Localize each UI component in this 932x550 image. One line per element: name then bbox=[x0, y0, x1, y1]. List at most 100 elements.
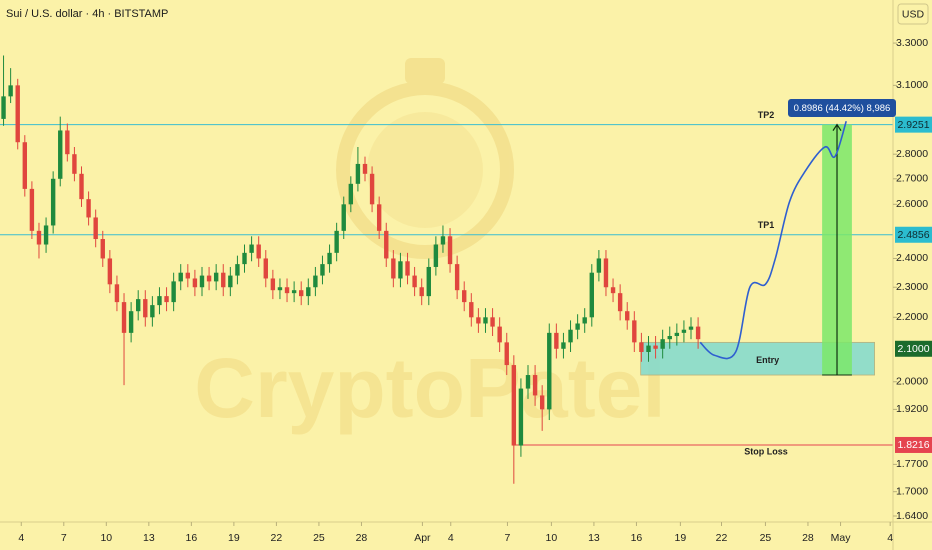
x-tick-label: 10 bbox=[100, 532, 112, 544]
candle-body bbox=[646, 345, 651, 353]
y-tick-label: 2.2000 bbox=[896, 311, 928, 323]
candle-body bbox=[610, 287, 616, 294]
candle-body bbox=[50, 178, 56, 226]
candle-body bbox=[688, 326, 694, 330]
candle-body bbox=[674, 332, 680, 337]
price-tag-label: 2.1000 bbox=[897, 343, 929, 355]
candle-body bbox=[695, 326, 701, 340]
y-tick-label: 1.6400 bbox=[896, 510, 928, 522]
candle-body bbox=[582, 317, 587, 324]
y-tick-label: 3.1000 bbox=[896, 79, 928, 91]
x-tick-label: 16 bbox=[631, 532, 643, 544]
level-name: TP1 bbox=[758, 220, 775, 230]
y-tick-label: 1.7000 bbox=[896, 485, 928, 497]
candle-body bbox=[36, 230, 42, 245]
candle-body bbox=[1, 96, 6, 119]
candle-body bbox=[213, 272, 219, 282]
candle-body bbox=[206, 275, 212, 282]
candle-body bbox=[454, 264, 460, 291]
x-tick-label: 4 bbox=[887, 532, 893, 544]
candle-body bbox=[8, 85, 13, 97]
candle-body bbox=[405, 261, 410, 276]
candle-body bbox=[313, 275, 318, 288]
x-tick-label: 19 bbox=[228, 532, 240, 544]
measure-label-box bbox=[788, 99, 896, 117]
candle-body bbox=[228, 275, 233, 288]
x-tick-label: 7 bbox=[505, 532, 511, 544]
candle-body bbox=[625, 311, 630, 321]
candle-body bbox=[561, 342, 566, 349]
candle-body bbox=[419, 287, 424, 297]
candle-body bbox=[376, 204, 382, 231]
candle-body bbox=[43, 225, 49, 245]
candle-body bbox=[291, 290, 297, 294]
candle-body bbox=[29, 188, 35, 231]
candle-body bbox=[681, 329, 687, 333]
price-tag bbox=[895, 116, 932, 133]
candle-body bbox=[235, 264, 240, 276]
x-tick-label: 22 bbox=[271, 532, 283, 544]
candle-body bbox=[65, 130, 70, 155]
x-tick-label: 13 bbox=[588, 532, 600, 544]
x-tick-label: 13 bbox=[143, 532, 155, 544]
x-tick-label: 10 bbox=[546, 532, 558, 544]
candle-body bbox=[362, 163, 368, 174]
candle-body bbox=[667, 336, 672, 340]
candle-body bbox=[327, 252, 332, 265]
chart-title: Sui / U.S. dollar · 4h · BITSTAMP bbox=[6, 8, 168, 20]
candle-body bbox=[575, 323, 580, 330]
candle-body bbox=[86, 199, 91, 218]
candle-body bbox=[334, 230, 339, 253]
candle-body bbox=[341, 204, 346, 231]
candle-body bbox=[653, 345, 658, 349]
candle-body bbox=[178, 272, 183, 282]
candle-body bbox=[171, 281, 176, 303]
price-tag-label: 2.9251 bbox=[897, 119, 929, 131]
measure-label: 0.8986 (44.42%) 8,986 bbox=[794, 103, 891, 114]
y-tick-label: 3.3000 bbox=[896, 37, 928, 49]
level-name: Stop Loss bbox=[744, 446, 788, 456]
candle-body bbox=[157, 296, 162, 306]
x-tick-label: Apr bbox=[414, 532, 431, 544]
candle-body bbox=[525, 375, 531, 389]
y-tick-label: 2.6000 bbox=[896, 198, 928, 210]
candle-body bbox=[539, 395, 545, 410]
candle-body bbox=[596, 258, 602, 273]
x-tick-label: May bbox=[831, 532, 852, 544]
candle-body bbox=[369, 173, 375, 205]
candle-body bbox=[150, 305, 155, 318]
candle-body bbox=[398, 261, 403, 279]
candle-body bbox=[136, 299, 141, 312]
candle-body bbox=[589, 272, 594, 318]
candle-body bbox=[164, 296, 169, 303]
currency: USD bbox=[902, 8, 925, 20]
price-tag bbox=[895, 226, 932, 243]
candle-body bbox=[107, 258, 113, 285]
logo-core bbox=[367, 112, 483, 228]
candle-body bbox=[100, 239, 105, 259]
x-tick-label: 25 bbox=[313, 532, 325, 544]
candle-body bbox=[447, 236, 453, 265]
watermark: CryptoPatel bbox=[194, 341, 665, 435]
candle-body bbox=[426, 266, 431, 297]
candle-body bbox=[547, 332, 552, 410]
candle-body bbox=[93, 217, 98, 240]
candle-body bbox=[483, 317, 488, 324]
currency-box[interactable] bbox=[897, 3, 929, 25]
candle-body bbox=[440, 236, 446, 245]
candle-body bbox=[617, 293, 623, 312]
y-tick-label: 2.4000 bbox=[896, 252, 928, 264]
candle-body bbox=[490, 317, 495, 327]
x-tick-label: 7 bbox=[61, 532, 67, 544]
candle-body bbox=[242, 252, 247, 265]
price-tag bbox=[895, 436, 932, 453]
candle-body bbox=[249, 244, 254, 253]
measure-arrow-head bbox=[832, 123, 842, 131]
projection-line bbox=[699, 120, 847, 360]
candle-body bbox=[22, 142, 28, 189]
watermark-logo bbox=[336, 58, 514, 259]
price-tag bbox=[895, 340, 932, 357]
